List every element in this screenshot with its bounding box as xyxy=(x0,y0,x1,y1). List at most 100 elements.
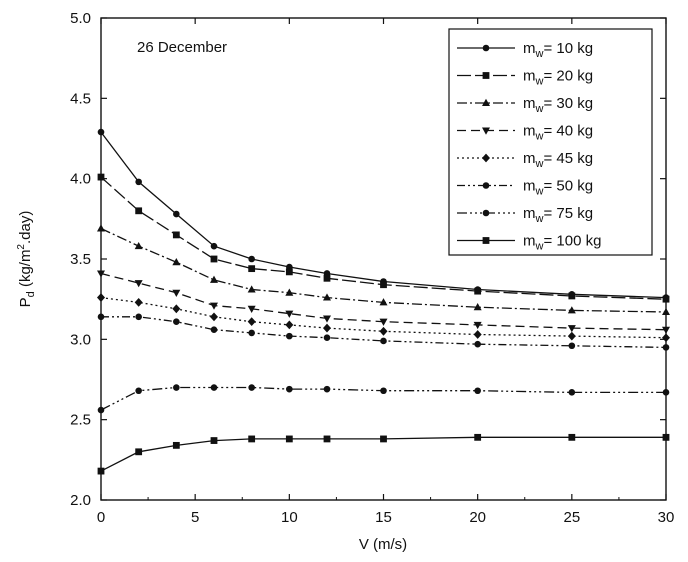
data-point xyxy=(568,433,576,441)
data-point xyxy=(474,340,481,348)
data-point xyxy=(210,275,218,283)
y-tick-label: 3.0 xyxy=(70,331,91,348)
data-point xyxy=(172,289,181,297)
data-point xyxy=(568,292,576,300)
series xyxy=(97,173,670,303)
data-point xyxy=(474,433,482,441)
data-point xyxy=(285,435,293,443)
data-point xyxy=(135,207,143,215)
data-point xyxy=(248,384,255,391)
legend-item: mw= 75 kg xyxy=(457,205,593,225)
data-point xyxy=(482,153,490,163)
data-point xyxy=(97,293,105,302)
data-point xyxy=(323,293,331,301)
data-point xyxy=(473,330,482,339)
legend-item: mw= 40 kg xyxy=(457,123,593,143)
data-point xyxy=(482,209,490,217)
legend-item: mw= 50 kg xyxy=(457,178,593,198)
data-point xyxy=(285,310,294,318)
legend-item: mw= 100 kg xyxy=(457,233,601,253)
data-point xyxy=(482,72,490,79)
data-point xyxy=(482,127,490,135)
data-point xyxy=(248,265,256,273)
y-tick-label: 2.5 xyxy=(70,412,91,429)
legend-label: mw= 45 kg xyxy=(523,150,593,170)
data-point xyxy=(662,344,670,351)
x-axis-label: V (m/s) xyxy=(359,536,407,553)
data-point xyxy=(662,295,670,303)
data-point xyxy=(173,384,180,391)
series xyxy=(97,384,670,414)
x-tick-label: 5 xyxy=(191,509,199,526)
data-point xyxy=(662,433,670,441)
data-point xyxy=(285,288,294,296)
data-point xyxy=(323,323,331,333)
data-point xyxy=(210,437,218,444)
legend-label: mw= 20 kg xyxy=(523,68,593,88)
data-point xyxy=(323,274,331,282)
data-point xyxy=(286,332,293,340)
x-tick-label: 15 xyxy=(375,509,392,526)
y-tick-label: 4.0 xyxy=(70,171,91,188)
data-point xyxy=(379,318,388,326)
data-point xyxy=(134,280,143,288)
data-point xyxy=(662,389,670,396)
data-point xyxy=(210,326,218,333)
data-point xyxy=(97,173,105,181)
series xyxy=(97,224,670,316)
data-point xyxy=(248,255,255,263)
data-point xyxy=(323,334,331,342)
x-tick-label: 0 xyxy=(97,509,105,526)
data-point xyxy=(210,255,218,263)
axis-ticks: 0 5 10 15 20 25 30 2.0 2.5 3.0 3.5 4.0 4.5 5.0 xyxy=(70,10,674,526)
data-point xyxy=(173,210,180,218)
data-point xyxy=(210,242,218,250)
data-point xyxy=(248,435,256,443)
data-point xyxy=(474,387,481,395)
data-point xyxy=(210,302,218,310)
data-point xyxy=(482,44,490,52)
data-point xyxy=(247,317,256,327)
legend-label: mw= 75 kg xyxy=(523,205,593,225)
data-point xyxy=(473,303,482,311)
legend-label: mw= 40 kg xyxy=(523,123,593,143)
x-tick-label: 30 xyxy=(658,509,675,526)
data-point xyxy=(135,178,142,186)
legend-label: mw= 10 kg xyxy=(523,40,593,60)
data-point xyxy=(567,331,576,341)
data-point xyxy=(97,224,105,232)
data-point xyxy=(474,287,482,295)
legend: mw= 10 kg mw= 20 kg mw= 30 kg mw= 40 kg mw= … xyxy=(448,28,653,256)
y-tick-label: 4.5 xyxy=(70,90,91,107)
data-point xyxy=(97,313,105,321)
data-point xyxy=(323,315,331,323)
data-point xyxy=(380,281,387,289)
data-point xyxy=(247,285,256,293)
data-point xyxy=(379,298,388,306)
data-point xyxy=(482,237,490,244)
data-point xyxy=(172,231,180,239)
data-point xyxy=(134,297,143,307)
data-point xyxy=(135,448,143,456)
series xyxy=(97,293,670,343)
data-point xyxy=(568,389,576,396)
series-lines xyxy=(97,128,670,475)
data-point xyxy=(172,258,181,266)
data-point xyxy=(97,128,105,136)
data-point xyxy=(286,385,293,393)
data-point xyxy=(247,305,256,314)
data-point xyxy=(482,182,490,189)
chart-annotation: 26 December xyxy=(137,39,227,56)
data-point xyxy=(380,387,387,395)
series xyxy=(97,433,670,475)
data-point xyxy=(135,313,142,321)
data-point xyxy=(380,435,387,443)
data-point xyxy=(567,306,576,314)
data-point xyxy=(210,312,218,322)
y-tick-label: 5.0 xyxy=(70,10,91,27)
data-point xyxy=(285,320,294,330)
legend-box xyxy=(448,28,653,256)
data-point xyxy=(285,268,293,276)
data-point xyxy=(97,467,105,475)
legend-item: mw= 30 kg xyxy=(457,95,593,115)
